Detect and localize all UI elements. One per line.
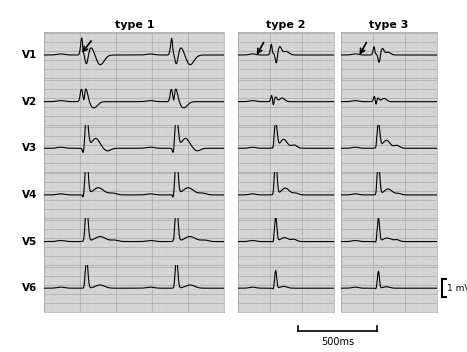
Text: V4: V4 (22, 190, 37, 200)
Text: type 3: type 3 (369, 20, 409, 30)
Text: 1 mV: 1 mV (447, 284, 467, 293)
Text: V6: V6 (22, 283, 37, 293)
Text: type 1: type 1 (114, 20, 154, 30)
Text: V5: V5 (22, 237, 37, 246)
Text: 500ms: 500ms (321, 337, 354, 347)
Text: V3: V3 (22, 143, 37, 153)
Text: V2: V2 (22, 97, 37, 107)
Text: type 2: type 2 (266, 20, 306, 30)
Text: V1: V1 (22, 50, 37, 60)
